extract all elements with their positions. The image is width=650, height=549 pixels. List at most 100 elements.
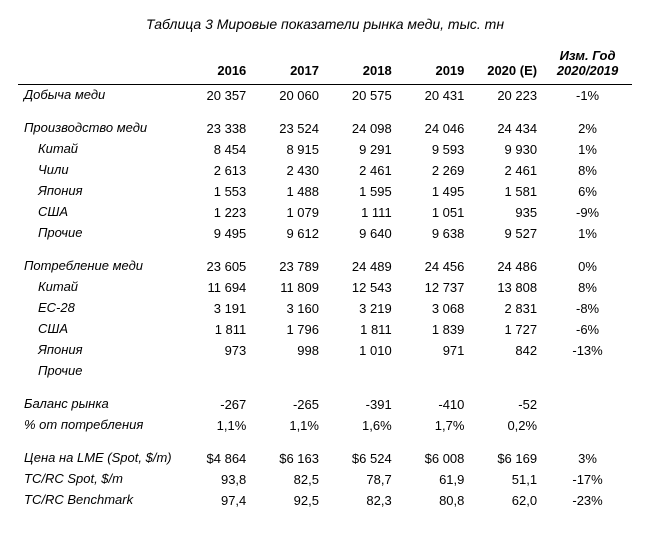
cell-value: 23 789 — [252, 256, 325, 277]
copper-market-table: 2016 2017 2018 2019 2020 (Е) Изм. Год 20… — [18, 46, 632, 511]
cell-value: 1 811 — [325, 319, 398, 340]
cell-value: 998 — [252, 340, 325, 361]
cell-change: 2% — [543, 118, 632, 139]
cell-change: 8% — [543, 160, 632, 181]
row-production: Производство меди 23 338 23 524 24 098 2… — [18, 118, 632, 139]
col-2016: 2016 — [180, 46, 253, 85]
cell-label: ЕС-28 — [18, 298, 180, 319]
cell-change: 3% — [543, 448, 632, 469]
cell-change: -9% — [543, 202, 632, 223]
spacer-row — [18, 436, 632, 448]
col-change: Изм. Год 2020/2019 — [543, 46, 632, 85]
row-production-other: Прочие 9 495 9 612 9 640 9 638 9 527 1% — [18, 223, 632, 244]
cell-value: 8 454 — [180, 139, 253, 160]
cell-value: 93,8 — [180, 469, 253, 490]
row-consumption-eu28: ЕС-28 3 191 3 160 3 219 3 068 2 831 -8% — [18, 298, 632, 319]
cell-value: 3 068 — [398, 298, 471, 319]
cell-value: 24 456 — [398, 256, 471, 277]
row-consumption-china: Китай 11 694 11 809 12 543 12 737 13 808… — [18, 277, 632, 298]
cell-change: 8% — [543, 277, 632, 298]
cell-value: 1 223 — [180, 202, 253, 223]
col-label — [18, 46, 180, 85]
cell-change: 1% — [543, 223, 632, 244]
row-balance: Баланс рынка -267 -265 -391 -410 -52 — [18, 394, 632, 415]
cell-label: Производство меди — [18, 118, 180, 139]
cell-value: 1 079 — [252, 202, 325, 223]
row-consumption-japan: Япония 973 998 1 010 971 842 -13% — [18, 340, 632, 361]
cell-value: 1,1% — [180, 415, 253, 436]
cell-label: Добыча меди — [18, 85, 180, 107]
cell-value: 3 191 — [180, 298, 253, 319]
cell-label: США — [18, 319, 180, 340]
col-2020e: 2020 (Е) — [470, 46, 543, 85]
cell-label: Потребление меди — [18, 256, 180, 277]
cell-change — [543, 394, 632, 415]
cell-label: Китай — [18, 277, 180, 298]
cell-value: 0,2% — [470, 415, 543, 436]
cell-value: 82,3 — [325, 490, 398, 511]
cell-value: 20 223 — [470, 85, 543, 107]
cell-value: $4 864 — [180, 448, 253, 469]
cell-change: 6% — [543, 181, 632, 202]
col-2018: 2018 — [325, 46, 398, 85]
cell-value: 1 111 — [325, 202, 398, 223]
cell-value: 92,5 — [252, 490, 325, 511]
cell-value: 9 495 — [180, 223, 253, 244]
cell-value: 9 593 — [398, 139, 471, 160]
cell-value: 1,1% — [252, 415, 325, 436]
cell-change: -17% — [543, 469, 632, 490]
cell-value: 935 — [470, 202, 543, 223]
spacer-row — [18, 244, 632, 256]
cell-label: Япония — [18, 181, 180, 202]
cell-value: 2 831 — [470, 298, 543, 319]
cell-value: 1 553 — [180, 181, 253, 202]
cell-value: 9 612 — [252, 223, 325, 244]
cell-value: 80,8 — [398, 490, 471, 511]
cell-change: 0% — [543, 256, 632, 277]
cell-value: -267 — [180, 394, 253, 415]
row-production-usa: США 1 223 1 079 1 111 1 051 935 -9% — [18, 202, 632, 223]
cell-value: 20 060 — [252, 85, 325, 107]
cell-value: 82,5 — [252, 469, 325, 490]
cell-value: 78,7 — [325, 469, 398, 490]
cell-value: 12 737 — [398, 277, 471, 298]
cell-label: США — [18, 202, 180, 223]
cell-value: $6 524 — [325, 448, 398, 469]
cell-change: 1% — [543, 139, 632, 160]
cell-value — [180, 361, 253, 382]
cell-value: 2 269 — [398, 160, 471, 181]
cell-value: 1 495 — [398, 181, 471, 202]
cell-label: Чили — [18, 160, 180, 181]
cell-label: TC/RC Benchmark — [18, 490, 180, 511]
cell-label: Прочие — [18, 361, 180, 382]
row-production-chile: Чили 2 613 2 430 2 461 2 269 2 461 8% — [18, 160, 632, 181]
col-2019: 2019 — [398, 46, 471, 85]
cell-value: 9 930 — [470, 139, 543, 160]
cell-value: 1 811 — [180, 319, 253, 340]
cell-value: 9 527 — [470, 223, 543, 244]
cell-value: 51,1 — [470, 469, 543, 490]
cell-value: 20 575 — [325, 85, 398, 107]
cell-value: 23 605 — [180, 256, 253, 277]
cell-value: $6 163 — [252, 448, 325, 469]
row-mining: Добыча меди 20 357 20 060 20 575 20 431 … — [18, 85, 632, 107]
cell-change: -13% — [543, 340, 632, 361]
cell-change: -8% — [543, 298, 632, 319]
table-caption: Таблица 3 Мировые показатели рынка меди,… — [18, 16, 632, 32]
cell-value: 23 338 — [180, 118, 253, 139]
cell-value: 9 638 — [398, 223, 471, 244]
cell-value — [325, 361, 398, 382]
cell-value: 3 219 — [325, 298, 398, 319]
cell-value: 24 098 — [325, 118, 398, 139]
cell-value: 1,6% — [325, 415, 398, 436]
spacer-row — [18, 106, 632, 118]
cell-value: -52 — [470, 394, 543, 415]
row-consumption: Потребление меди 23 605 23 789 24 489 24… — [18, 256, 632, 277]
cell-value: 1 488 — [252, 181, 325, 202]
cell-value: 24 486 — [470, 256, 543, 277]
cell-value: 12 543 — [325, 277, 398, 298]
cell-change: -23% — [543, 490, 632, 511]
row-production-china: Китай 8 454 8 915 9 291 9 593 9 930 1% — [18, 139, 632, 160]
cell-value: 9 291 — [325, 139, 398, 160]
cell-value: 20 357 — [180, 85, 253, 107]
